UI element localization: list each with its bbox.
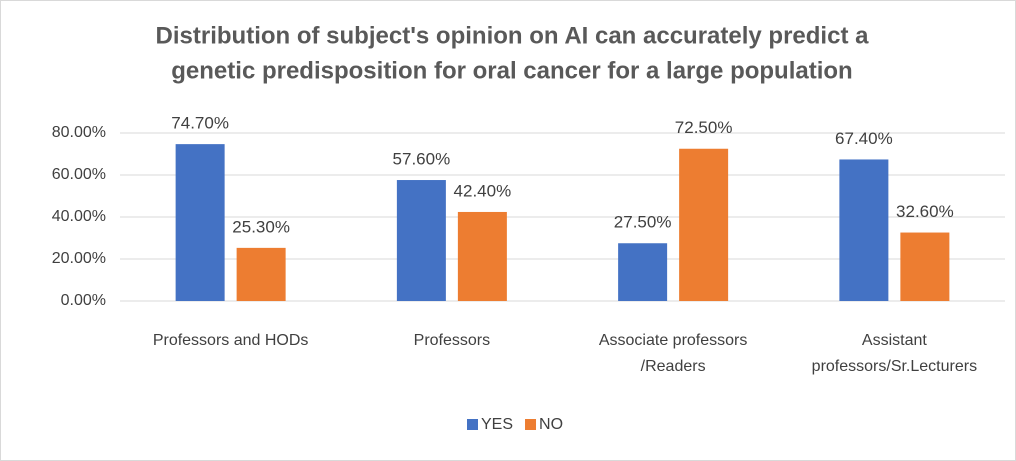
data-label: 72.50% xyxy=(675,118,733,137)
bar xyxy=(396,180,446,301)
x-tick-label: professors/Sr.Lecturers xyxy=(812,358,977,375)
data-label: 67.40% xyxy=(835,129,893,148)
y-tick-label: 80.00% xyxy=(52,124,106,141)
y-tick-label: 60.00% xyxy=(52,166,106,183)
data-label: 74.70% xyxy=(171,114,229,133)
x-tick-label: Assistant xyxy=(862,332,927,349)
legend-label: NO xyxy=(539,416,563,433)
bar xyxy=(175,144,225,301)
bar xyxy=(457,211,507,301)
bar xyxy=(839,159,889,301)
bar xyxy=(618,243,668,301)
legend-label: YES xyxy=(481,416,513,433)
data-label: 42.40% xyxy=(454,181,512,200)
x-tick-label: Professors and HODs xyxy=(153,332,309,349)
x-tick-label: /Readers xyxy=(641,358,706,375)
y-tick-label: 0.00% xyxy=(61,292,106,309)
chart-title: genetic predisposition for oral cancer f… xyxy=(171,57,852,84)
legend-swatch xyxy=(467,419,478,430)
data-label: 25.30% xyxy=(232,217,290,236)
bar xyxy=(900,232,950,301)
y-tick-label: 20.00% xyxy=(52,250,106,267)
data-label: 27.50% xyxy=(614,213,672,232)
data-label: 57.60% xyxy=(393,150,451,169)
chart-title: Distribution of subject's opinion on AI … xyxy=(156,22,870,49)
bar xyxy=(236,247,286,301)
y-tick-label: 40.00% xyxy=(52,208,106,225)
data-label: 32.60% xyxy=(896,202,954,221)
x-tick-label: Associate professors xyxy=(599,332,748,349)
bar xyxy=(679,148,729,301)
x-tick-label: Professors xyxy=(414,332,490,349)
legend-swatch xyxy=(525,419,537,430)
